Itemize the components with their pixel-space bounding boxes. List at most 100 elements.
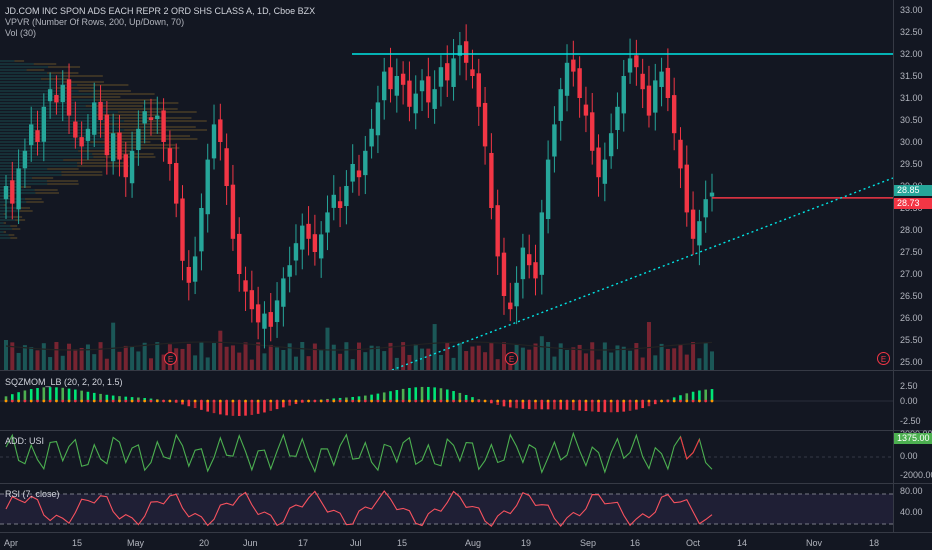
- vpvr-bar-up: [0, 126, 118, 128]
- sqz-bar: [29, 389, 33, 401]
- volume-bar: [577, 344, 582, 370]
- vpvr-bar-down: [92, 153, 154, 155]
- pane-divider[interactable]: [0, 370, 932, 371]
- sqz-bar: [143, 398, 146, 401]
- volume-bar: [193, 355, 198, 370]
- candle-body: [615, 106, 620, 131]
- price-tick: 32.50: [900, 27, 923, 37]
- sqz-bar: [439, 388, 443, 401]
- vpvr-bar-up: [0, 96, 73, 98]
- sqz-bar: [546, 401, 550, 410]
- sqz-dot: [408, 399, 411, 403]
- vpvr-bar-down: [10, 225, 18, 227]
- vol-legend[interactable]: Vol (30): [5, 28, 37, 38]
- volume-bar: [199, 342, 204, 370]
- time-tick: 14: [737, 538, 748, 548]
- sqz-dot: [275, 399, 279, 403]
- rsi-pane[interactable]: [0, 484, 893, 532]
- sqz-bar: [710, 389, 714, 401]
- rsi-line: [0, 490, 893, 527]
- candle-body: [558, 89, 563, 121]
- candle-body: [602, 159, 608, 184]
- volume-bar: [697, 358, 702, 370]
- volume-ma-line: [5, 341, 713, 351]
- sqz-bar: [603, 401, 607, 413]
- sqz-bar: [111, 395, 115, 401]
- volume-bar: [703, 342, 708, 370]
- sqz-dot: [458, 399, 462, 403]
- vpvr-legend[interactable]: VPVR (Number Of Rows, 200, Up/Down, 70): [5, 17, 185, 27]
- sqz-dot: [344, 399, 348, 403]
- vpvr-bar-up: [0, 123, 100, 125]
- rsi-band: [0, 494, 893, 524]
- candle-body: [508, 302, 513, 310]
- candle-body: [451, 58, 456, 87]
- sqz-bar: [597, 401, 600, 412]
- sqz-bar: [527, 401, 531, 410]
- rsi-axis[interactable]: 80.00 40.00: [893, 484, 932, 532]
- candle-body: [495, 205, 500, 257]
- sqz-dot: [256, 399, 260, 403]
- sqz-dot: [155, 399, 159, 403]
- sqzmom-axis[interactable]: 2.50 0.00 -2.50: [893, 371, 932, 430]
- sqz-tick: 2.50: [900, 381, 918, 391]
- rsi-legend[interactable]: RSI (7, close): [5, 489, 60, 499]
- add-usi-legend[interactable]: ADD: USI: [5, 436, 45, 446]
- sqz-dot: [263, 399, 266, 403]
- volume-bars: [4, 322, 714, 370]
- candle-body: [274, 300, 280, 323]
- volume-bar: [615, 345, 620, 370]
- sqz-dot: [502, 399, 506, 403]
- sqz-dot: [370, 399, 374, 403]
- sqz-dot: [36, 399, 39, 403]
- earnings-badge[interactable]: E: [164, 352, 177, 365]
- candle-body: [690, 209, 696, 239]
- vpvr-bar-up: [0, 114, 96, 116]
- vpvr-bar-down: [26, 69, 45, 71]
- sqz-dot: [704, 399, 708, 403]
- vpvr-bar-up: [0, 108, 107, 110]
- sqz-bar: [679, 395, 682, 401]
- vpvr-bar-down: [31, 177, 54, 179]
- sqzmom-legend[interactable]: SQZMOM_LB (20, 2, 20, 1.5): [5, 377, 123, 387]
- vpvr-bar-down: [47, 183, 79, 185]
- candlestick-chart[interactable]: [0, 0, 893, 370]
- vpvr-bar-up: [0, 81, 63, 83]
- volume-bar: [464, 351, 469, 370]
- pane-divider[interactable]: [0, 483, 932, 484]
- time-tick: 15: [72, 538, 83, 548]
- pane-divider[interactable]: [0, 430, 932, 431]
- time-axis[interactable]: Apr 15 May 20 Jun 17 Jul 15 Aug 19 Sep 1…: [0, 533, 893, 550]
- price-pane[interactable]: [0, 0, 893, 370]
- earnings-badge[interactable]: E: [505, 352, 518, 365]
- sqz-dot: [136, 399, 140, 403]
- vpvr-bar-up: [0, 210, 20, 212]
- volume-bar: [432, 324, 437, 370]
- sqz-bar: [464, 394, 468, 401]
- candle-body: [413, 93, 418, 114]
- sqz-dot: [666, 399, 670, 403]
- sqz-bar: [534, 401, 537, 410]
- candle-body: [426, 76, 431, 103]
- earnings-badge[interactable]: E: [877, 352, 890, 365]
- vpvr-bar-down: [12, 228, 21, 230]
- sqz-dot: [590, 399, 594, 403]
- sqz-bar: [389, 391, 392, 401]
- candle-body: [186, 266, 192, 283]
- sqz-dot: [653, 399, 657, 403]
- vpvr-bar-down: [40, 78, 69, 80]
- price-tick: 31.00: [900, 93, 923, 103]
- volume-bar: [142, 342, 147, 370]
- sqz-dot: [174, 399, 178, 403]
- time-tick: Jun: [243, 538, 258, 548]
- sqzmom-pane[interactable]: [0, 371, 893, 430]
- candle-body: [703, 199, 708, 218]
- candle-body: [129, 150, 135, 184]
- sqz-bar: [105, 394, 109, 401]
- sqz-dot: [269, 399, 273, 403]
- volume-bar: [640, 357, 645, 370]
- add-usi-pane[interactable]: [0, 431, 893, 483]
- volume-bar: [306, 356, 311, 370]
- sqz-bar: [395, 390, 399, 401]
- sqz-bar: [237, 401, 241, 416]
